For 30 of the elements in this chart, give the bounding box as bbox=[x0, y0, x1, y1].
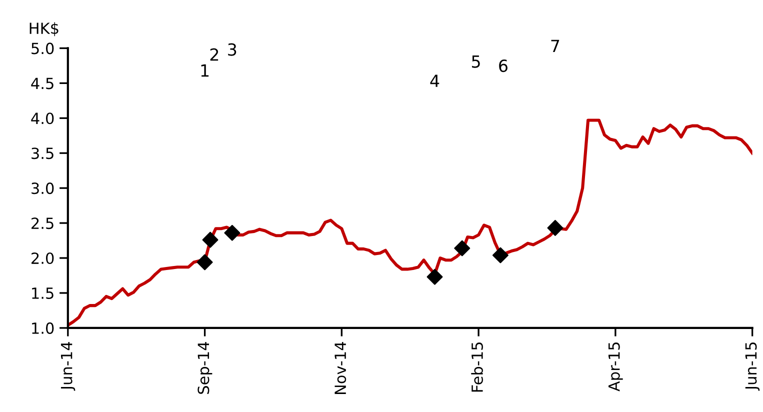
x-tick-label: Jun-15 bbox=[745, 342, 760, 391]
y-tick-label: 5.0 bbox=[32, 42, 54, 54]
annotation: 6 bbox=[499, 59, 508, 72]
x-tick-label: Apr-15 bbox=[608, 342, 623, 392]
point bbox=[426, 268, 443, 285]
annotation: 7 bbox=[551, 40, 560, 52]
point bbox=[224, 224, 240, 241]
point bbox=[454, 240, 470, 256]
point bbox=[492, 247, 508, 264]
y-tick-label: 1.5 bbox=[32, 288, 54, 300]
x-tick-label: Feb-15 bbox=[471, 342, 483, 392]
x-tick-label: Nov-14 bbox=[334, 342, 346, 394]
point bbox=[547, 220, 564, 236]
y-tick-label: 4.5 bbox=[31, 78, 54, 90]
x-tick-label: Jun-14 bbox=[60, 342, 76, 391]
x-tick-label: Sep-14 bbox=[198, 342, 212, 394]
point bbox=[196, 254, 213, 270]
annotation: 1 bbox=[201, 64, 209, 77]
y-tick-label: 4.0 bbox=[31, 112, 54, 124]
annotation: 3 bbox=[228, 43, 236, 56]
y-tick-label: 2.5 bbox=[32, 218, 54, 230]
y-tick-label: 3.0 bbox=[32, 182, 54, 194]
y-tick-label: 2.0 bbox=[32, 252, 54, 264]
y-tick-label: 1.0 bbox=[32, 322, 54, 334]
annotation: 2 bbox=[210, 48, 218, 61]
annotation: 4 bbox=[430, 74, 440, 87]
y-axis-title: HK$ bbox=[30, 22, 58, 36]
point bbox=[202, 232, 218, 248]
annotation: 5 bbox=[472, 55, 480, 68]
y-tick-label: 3.5 bbox=[32, 148, 54, 160]
